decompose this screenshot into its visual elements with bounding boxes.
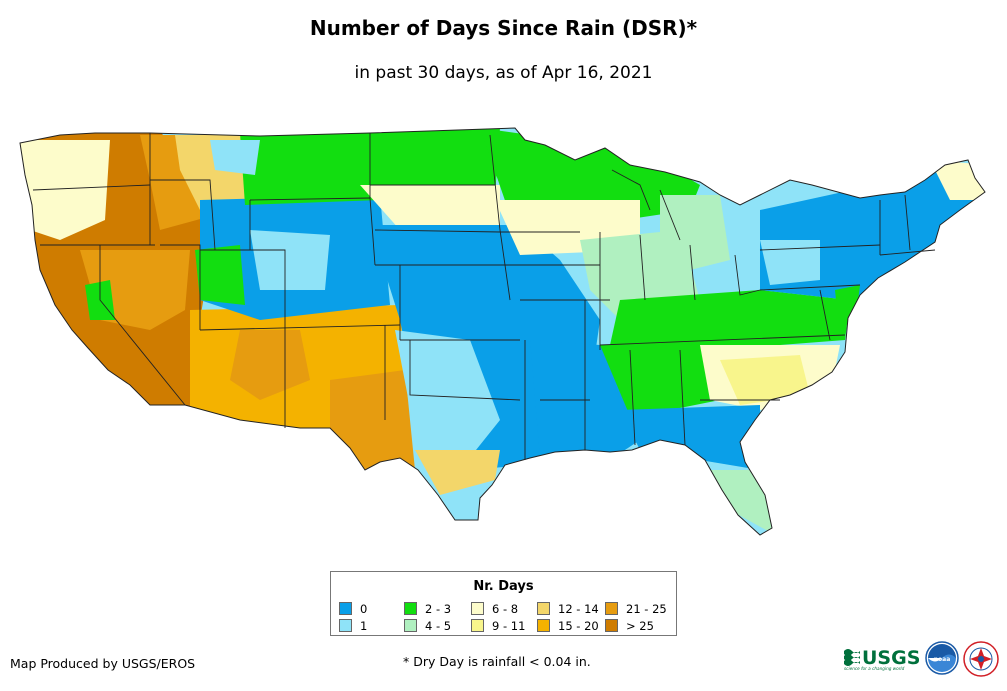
legend-swatch bbox=[339, 619, 352, 632]
legend-label: 9 - 11 bbox=[492, 619, 526, 633]
legend-label: 2 - 3 bbox=[425, 602, 452, 616]
legend: Nr. Days 0 1 2 - 3 4 - 5 6 - 8 9 - 11 12… bbox=[330, 571, 677, 636]
credit-text: Map Produced by USGS/EROS bbox=[10, 656, 196, 671]
legend-label: 21 - 25 bbox=[626, 602, 667, 616]
legend-swatch bbox=[471, 619, 484, 632]
legend-swatch bbox=[471, 602, 484, 615]
legend-swatch bbox=[605, 602, 618, 615]
nws-logo bbox=[963, 641, 999, 677]
legend-swatch bbox=[537, 619, 550, 632]
legend-swatch bbox=[537, 602, 550, 615]
usgs-logo-tagline: science for a changing world bbox=[844, 666, 905, 671]
legend-label: 1 bbox=[360, 619, 368, 633]
usgs-logo: USGS science for a changing world bbox=[844, 647, 919, 671]
legend-label: 4 - 5 bbox=[425, 619, 452, 633]
legend-label: 0 bbox=[360, 602, 368, 616]
noaa-logo-text: noaa bbox=[934, 656, 951, 663]
legend-label: 15 - 20 bbox=[558, 619, 599, 633]
legend-item: 4 - 5 bbox=[404, 619, 451, 633]
legend-item: 6 - 8 bbox=[471, 602, 518, 616]
legend-label: > 25 bbox=[626, 619, 654, 633]
legend-item: 21 - 25 bbox=[605, 602, 667, 616]
legend-label: 6 - 8 bbox=[492, 602, 519, 616]
legend-label: 12 - 14 bbox=[558, 602, 599, 616]
legend-swatch bbox=[605, 619, 618, 632]
dsr-color-field bbox=[20, 128, 985, 535]
map-title: Number of Days Since Rain (DSR)* bbox=[309, 16, 698, 40]
map-subtitle: in past 30 days, as of Apr 16, 2021 bbox=[354, 63, 653, 83]
us-outline bbox=[19, 127, 986, 536]
legend-swatch bbox=[404, 619, 417, 632]
noaa-logo: noaa bbox=[925, 641, 959, 675]
legend-item: 9 - 11 bbox=[471, 619, 525, 633]
legend-item: 15 - 20 bbox=[537, 619, 599, 633]
legend-item: 0 bbox=[339, 602, 367, 616]
legend-title: Nr. Days bbox=[473, 579, 534, 594]
legend-swatch bbox=[404, 602, 417, 615]
footnote-text: * Dry Day is rainfall < 0.04 in. bbox=[403, 654, 591, 669]
legend-swatch bbox=[339, 602, 352, 615]
usgs-logo-text: USGS bbox=[862, 647, 919, 669]
legend-item: 12 - 14 bbox=[537, 602, 599, 616]
state-borders bbox=[32, 133, 936, 460]
legend-item: > 25 bbox=[605, 619, 654, 633]
legend-item: 1 bbox=[339, 619, 367, 633]
legend-item: 2 - 3 bbox=[404, 602, 451, 616]
us-dsr-map bbox=[19, 127, 986, 536]
